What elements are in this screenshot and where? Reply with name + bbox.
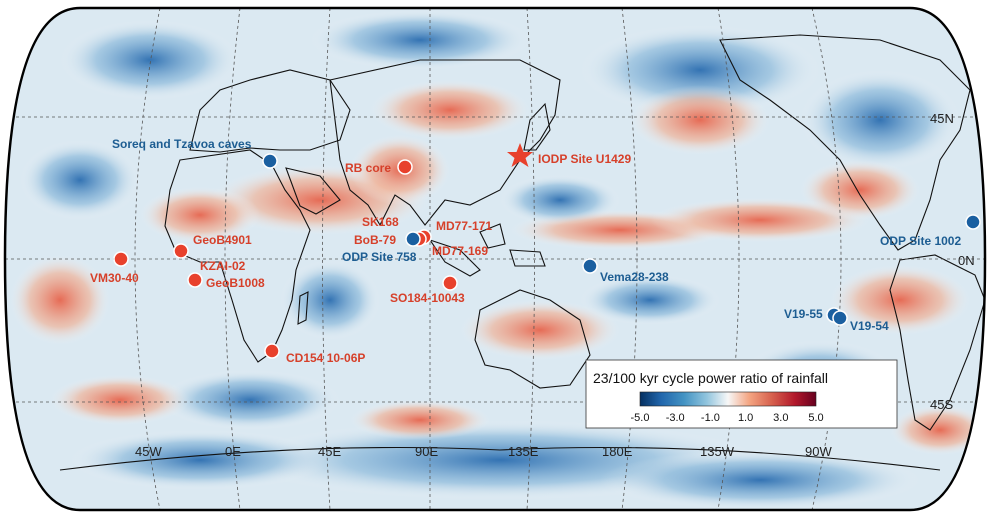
asia-outline xyxy=(329,59,561,227)
lon-label: 45W xyxy=(135,444,162,459)
negative-ratio-region xyxy=(580,275,720,325)
site-label-rb-core: RB core xyxy=(345,161,391,175)
graticule-180e xyxy=(621,8,638,510)
site-label-cd154: CD154 10-06P xyxy=(286,351,365,365)
site-label-odp-1002: ODP Site 1002 xyxy=(880,234,961,248)
australia-outline xyxy=(474,289,591,389)
colorbar-tick-label: 5.0 xyxy=(808,412,823,424)
positive-ratio-region xyxy=(800,160,920,220)
colorbar-tick-label: -3.0 xyxy=(666,412,685,424)
site-marker-v19-54[interactable] xyxy=(832,310,848,326)
north-america-outline xyxy=(719,34,971,251)
negative-ratio-region xyxy=(280,260,380,340)
site-marker-rb-core[interactable] xyxy=(397,159,413,175)
europe-outline xyxy=(189,69,351,153)
site-label-v19-54: V19-54 xyxy=(850,319,889,333)
arabia-outline xyxy=(285,167,341,215)
site-marker-cd154[interactable] xyxy=(264,343,280,359)
site-label-geob1008: GeoB1008 xyxy=(206,276,265,290)
south-america-outline xyxy=(889,254,985,431)
site-marker-so184-10043[interactable] xyxy=(442,275,458,291)
graticule-0e xyxy=(224,8,241,510)
site-label-geob4901: GeoB4901 xyxy=(193,233,252,247)
positive-ratio-region xyxy=(630,85,770,155)
site-marker-soreq[interactable] xyxy=(262,153,278,169)
lon-label: 90E xyxy=(415,444,438,459)
site-label-vm30-40: VM30-40 xyxy=(90,271,139,285)
colorbar-ticks: -5.0 -3.0 -1.0 1.0 3.0 5.0 xyxy=(631,412,824,424)
site-label-bob-79: BoB-79 xyxy=(354,233,396,247)
graticule-135w xyxy=(717,8,740,510)
site-marker-vm30-40[interactable] xyxy=(113,251,129,267)
latitude-labels: 45N 0N 45S xyxy=(930,111,975,412)
madagascar-outline xyxy=(297,291,309,325)
site-label-kzai-02: KZAI-02 xyxy=(200,259,246,273)
lon-label: 0E xyxy=(225,444,241,459)
site-label-so184-10043: SO184-10043 xyxy=(390,291,465,305)
negative-ratio-region xyxy=(70,430,330,490)
graticule-45e xyxy=(322,8,331,510)
lon-label: 135E xyxy=(508,444,539,459)
site-marker-geob1008[interactable] xyxy=(187,272,203,288)
negative-ratio-region xyxy=(600,450,920,510)
longitude-labels: 45W 0E 45E 90E 135E 180E 135W 90W xyxy=(135,444,832,459)
colorbar-title: 23/100 kyr cycle power ratio of rainfall xyxy=(593,370,828,386)
site-marker-geob4901[interactable] xyxy=(173,243,189,259)
site-label-md77-171: MD77-171 xyxy=(436,219,492,233)
lon-label: 45E xyxy=(318,444,341,459)
sites-layer: Soreq and Tzavoa caves RB core IODP Site… xyxy=(90,137,981,365)
colorbar-tick-label: 1.0 xyxy=(738,412,753,424)
positive-ratio-region xyxy=(460,300,620,360)
lat-label: 0N xyxy=(958,253,975,268)
coastlines xyxy=(59,34,985,471)
lat-label: 45S xyxy=(930,397,953,412)
site-label-v19-55: V19-55 xyxy=(784,307,823,321)
map-border xyxy=(3,6,987,512)
site-marker-odp-1002[interactable] xyxy=(965,214,981,230)
lon-label: 90W xyxy=(805,444,832,459)
negative-ratio-region xyxy=(20,140,140,220)
colorbar-legend: 23/100 kyr cycle power ratio of rainfall… xyxy=(585,359,898,429)
japan-outline xyxy=(523,102,551,151)
site-label-iodp-u1429: IODP Site U1429 xyxy=(538,152,631,166)
site-marker-vema28-238[interactable] xyxy=(582,258,598,274)
positive-ratio-region xyxy=(140,187,260,243)
negative-ratio-region xyxy=(500,175,620,225)
graticule xyxy=(5,8,985,510)
maritime-continent-outline xyxy=(428,223,546,277)
site-label-vema28-238: Vema28-238 xyxy=(600,270,669,284)
site-label-soreq: Soreq and Tzavoa caves xyxy=(112,137,252,151)
site-marker-odp-758[interactable] xyxy=(405,231,421,247)
colorbar-tick-label: 3.0 xyxy=(773,412,788,424)
site-marker-iodp-u1429[interactable] xyxy=(507,143,533,167)
negative-ratio-region xyxy=(60,20,240,100)
lon-label: 135W xyxy=(700,444,735,459)
negative-ratio-region xyxy=(800,70,960,170)
colorbar-tick-label: -5.0 xyxy=(631,412,650,424)
antarctica-outline xyxy=(59,446,941,471)
positive-ratio-region xyxy=(10,255,110,345)
graticule-90w xyxy=(811,8,842,510)
site-label-md77-169: MD77-169 xyxy=(432,244,488,258)
positive-ratio-region xyxy=(50,375,190,425)
colorbar-ramp xyxy=(639,391,817,407)
positive-ratio-region xyxy=(370,80,530,140)
negative-ratio-region xyxy=(580,25,820,115)
site-label-sk168: SK168 xyxy=(362,215,399,229)
positive-ratio-region xyxy=(830,265,970,335)
site-label-odp-758: ODP Site 758 xyxy=(342,250,417,264)
positive-ratio-region xyxy=(350,400,490,440)
graticule-45w xyxy=(134,8,161,510)
colorbar-tick-label: -1.0 xyxy=(701,412,720,424)
lon-label: 180E xyxy=(602,444,633,459)
graticule-135e xyxy=(526,8,535,510)
negative-ratio-region xyxy=(160,370,340,430)
negative-ratio-region xyxy=(310,10,530,70)
lat-label: 45N xyxy=(930,111,954,126)
